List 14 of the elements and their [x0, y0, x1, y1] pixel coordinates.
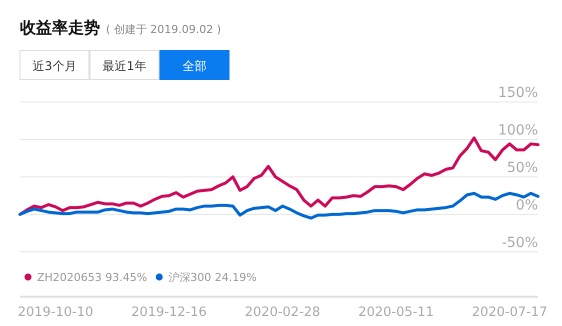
- title: 收益率走势: [20, 18, 100, 37]
- y-tick-label: -50%: [502, 234, 538, 251]
- x-tick-label: 2020-07-17: [472, 305, 548, 320]
- x-tick-label: 2020-02-28: [244, 305, 320, 320]
- x-tick-label: 2019-12-16: [131, 305, 207, 320]
- y-tick-label: 150%: [498, 85, 538, 101]
- x-tick-label: 2020-05-11: [358, 305, 434, 320]
- subtitle: ( 创建于 2019.09.02 ): [106, 23, 222, 36]
- x-tick-label: 2019-10-10: [18, 305, 94, 320]
- y-tick-label: 50%: [506, 160, 538, 176]
- y-tick-label: 100%: [498, 122, 538, 138]
- y-tick-label: 0%: [516, 197, 538, 214]
- legend-label: ZH2020653 93.45%: [37, 271, 148, 284]
- legend-label: 沪深300 24.19%: [168, 271, 257, 284]
